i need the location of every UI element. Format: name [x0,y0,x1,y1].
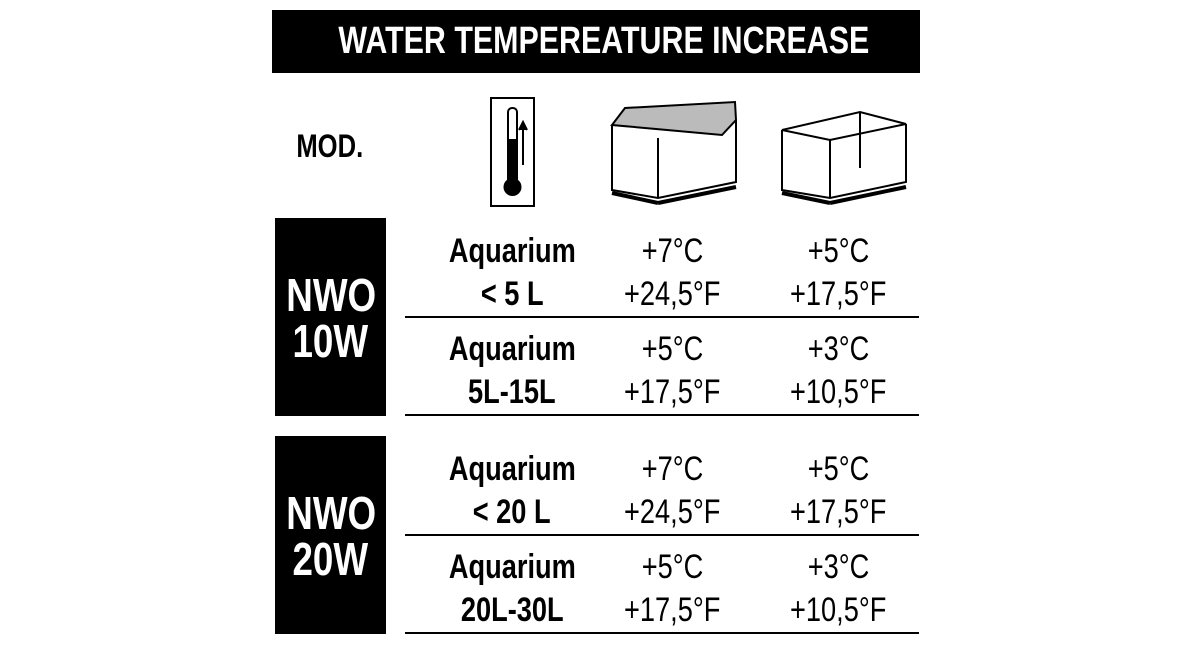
model-name: 20W [275,536,386,582]
label-cell: 20L-30L [427,589,597,632]
label-cell: < 20 L [427,491,597,534]
covered-cell-text: +7°C [641,450,703,488]
model-label: MOD. [296,128,364,164]
covered-cell-text: +7°C [641,232,703,270]
covered-tank-icon [610,100,738,205]
covered-cell: +17,5°F [587,589,757,632]
label-cell-text: Aquarium [448,450,576,488]
open-cell-text: +5°C [807,232,869,270]
covered-cell: +24,5°F [587,491,757,534]
open-cell: +5°C [753,230,923,273]
open-cell-text: +17,5°F [789,493,887,531]
covered-cell-text: +5°C [641,330,703,368]
label-cell: 5L-15L [427,371,597,414]
model-name: NWO [275,272,386,318]
open-cell: +10,5°F [753,589,923,632]
covered-cell-text: +24,5°F [623,493,721,531]
open-cell-text: +5°C [807,450,869,488]
row-divider [405,316,919,318]
label-cell: Aquarium [427,448,597,491]
covered-cell-text: +17,5°F [623,373,721,411]
covered-cell-text: +17,5°F [623,591,721,629]
model-header: MOD. [280,128,380,165]
open-cell: +5°C [753,448,923,491]
icons [490,97,907,207]
label-cell-text: 5L-15L [468,373,556,411]
covered-cell: +7°C [587,230,757,273]
title: WATER TEMPEREATURE INCREASE [338,20,870,62]
label-cell: Aquarium [427,230,597,273]
model-name-text: 20W [292,533,369,585]
open-cell-text: +3°C [807,548,869,586]
model-name-text: 10W [292,315,369,367]
label-cell: Aquarium [427,546,597,589]
open-cell: +3°C [753,546,923,589]
open-tank-icon [781,110,907,205]
covered-cell: +5°C [587,328,757,371]
open-cell-text: +17,5°F [789,275,887,313]
thermometer-icon [490,97,535,207]
open-cell-text: +3°C [807,330,869,368]
model-name-text: NWO [286,269,377,321]
covered-cell: +17,5°F [587,371,757,414]
label-cell-text: Aquarium [448,548,576,586]
row-divider [405,534,919,536]
open-cell-text: +10,5°F [789,373,887,411]
open-cell: +17,5°F [753,491,923,534]
covered-cell: +5°C [587,546,757,589]
label-cell-text: Aquarium [448,232,576,270]
model-box: NWO 20W [275,436,386,634]
model-box: NWO 10W [275,218,386,416]
label-cell-text: 20L-30L [460,591,564,629]
covered-cell-text: +24,5°F [623,275,721,313]
model-name: 10W [275,318,386,364]
open-cell: +10,5°F [753,371,923,414]
covered-cell-text: +5°C [641,548,703,586]
open-cell-text: +10,5°F [789,591,887,629]
label-cell: Aquarium [427,328,597,371]
open-cell: +17,5°F [753,273,923,316]
label-cell-text: Aquarium [448,330,576,368]
open-cell: +3°C [753,328,923,371]
row-divider [405,632,919,634]
row-divider [405,414,919,416]
covered-cell: +7°C [587,448,757,491]
label-cell-text: < 5 L [480,275,544,313]
label-cell-text: < 20 L [473,493,551,531]
covered-cell: +24,5°F [587,273,757,316]
model-name-text: NWO [286,487,377,539]
title-bar: WATER TEMPEREATURE INCREASE [272,10,920,73]
model-name: NWO [275,490,386,536]
label-cell: < 5 L [427,273,597,316]
